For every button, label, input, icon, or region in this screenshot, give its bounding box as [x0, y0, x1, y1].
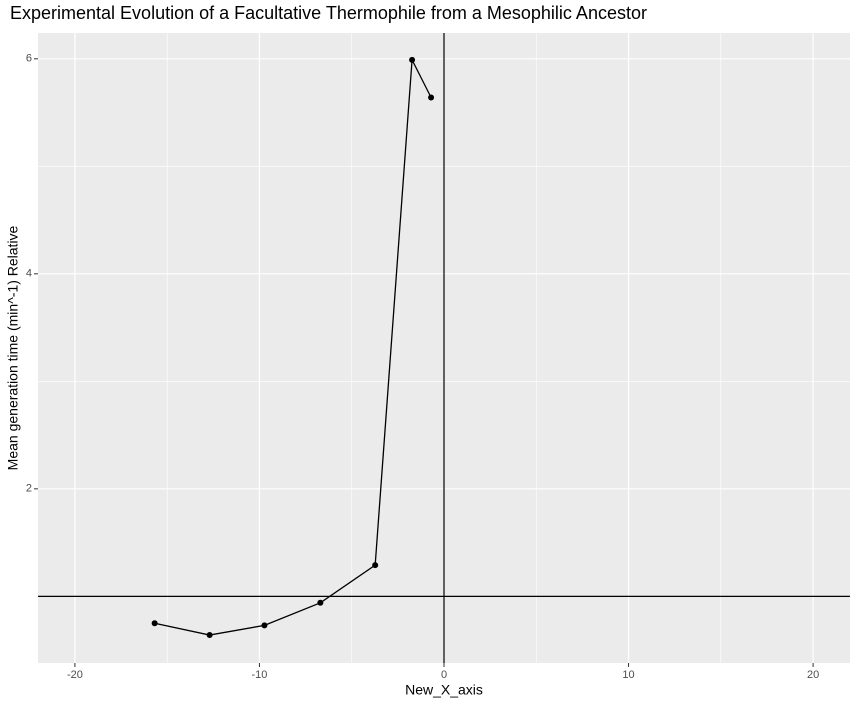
point [428, 94, 435, 101]
point [372, 562, 379, 569]
x-tick-label: 10 [622, 669, 634, 681]
plot: -20 -10 0 10 20 2 4 6 [26, 33, 850, 681]
x-axis-label: New_X_axis [405, 682, 483, 698]
x-tick-label: -10 [252, 669, 268, 681]
point [409, 56, 416, 63]
x-tick-label: 0 [441, 669, 447, 681]
y-tick-label: 4 [26, 268, 32, 280]
x-tick-label: 20 [807, 669, 819, 681]
point [317, 599, 324, 606]
point [261, 622, 268, 629]
y-tick-label: 6 [26, 53, 32, 65]
point [151, 620, 158, 627]
point [206, 632, 213, 639]
chart-title: Experimental Evolution of a Facultative … [10, 3, 647, 23]
y-axis-label: Mean generation time (min^-1) Relative [5, 225, 21, 470]
x-tick-label: -20 [67, 669, 83, 681]
y-tick-label: 2 [26, 483, 32, 495]
